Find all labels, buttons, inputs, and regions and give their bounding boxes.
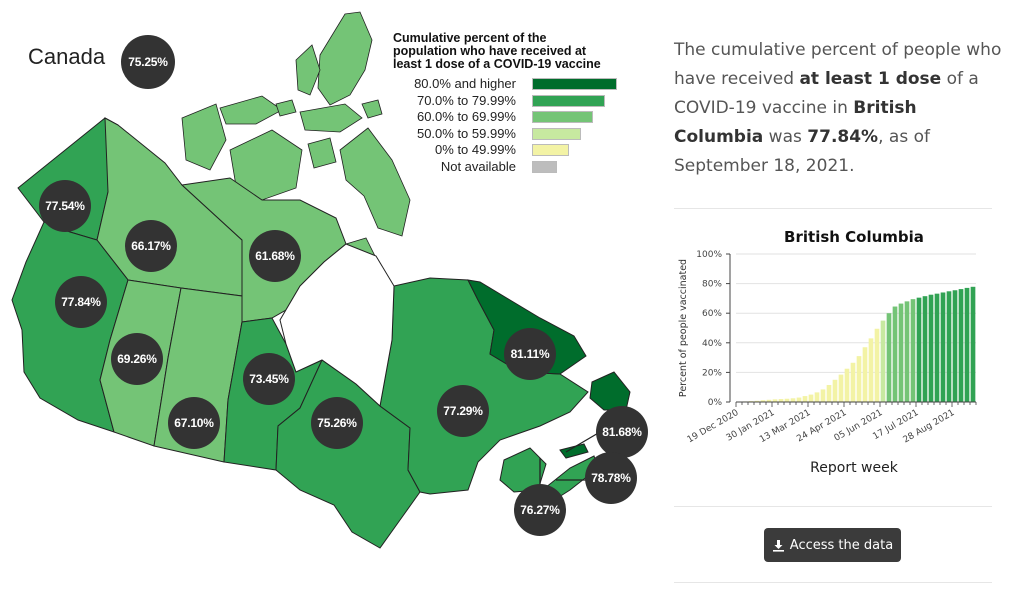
island-melville [219, 95, 283, 125]
bar[interactable] [832, 379, 838, 402]
y-tick-label: 40% [702, 339, 722, 349]
bar[interactable] [790, 398, 796, 402]
bar[interactable] [916, 297, 922, 402]
region-pei [559, 443, 589, 459]
badge-yukon[interactable]: 77.54% [39, 180, 91, 232]
island-small-1 [275, 99, 297, 117]
badge-nunavut[interactable]: 61.68% [249, 230, 301, 282]
island-devon [299, 103, 363, 133]
badge-new-brunswick[interactable]: 76.27% [514, 484, 566, 536]
bar[interactable] [760, 400, 766, 402]
bar[interactable] [796, 397, 802, 402]
bar[interactable] [862, 347, 868, 402]
download-icon [772, 539, 785, 552]
region-newfoundland-island [589, 371, 631, 411]
legend-item: 70.0% to 79.99% [393, 92, 643, 109]
bar[interactable] [868, 338, 874, 402]
legend-swatch [532, 144, 569, 156]
badge-ontario[interactable]: 75.26% [311, 397, 363, 449]
bar[interactable] [886, 313, 892, 402]
map-legend: Cumulative percent of the population who… [393, 32, 643, 174]
y-tick-label: 60% [702, 309, 722, 319]
access-data-label: Access the data [789, 537, 894, 553]
legend-item: 80.0% and higher [393, 75, 643, 92]
access-data-button[interactable]: Access the data [764, 528, 901, 562]
bar[interactable] [892, 306, 898, 402]
island-banks [181, 103, 227, 171]
bar[interactable] [802, 396, 808, 402]
y-tick-label: 80% [702, 280, 722, 290]
bar[interactable] [970, 286, 976, 402]
bar[interactable] [820, 389, 826, 402]
bar[interactable] [934, 293, 940, 402]
bar[interactable] [880, 320, 886, 402]
legend-item: 60.0% to 69.99% [393, 108, 643, 125]
bar[interactable] [844, 368, 850, 402]
bar[interactable] [850, 362, 856, 402]
summary-text: The cumulative percent of people who hav… [674, 40, 1002, 176]
bar[interactable] [898, 303, 904, 402]
y-tick-label: 0% [708, 398, 723, 408]
island-somerset [307, 137, 337, 169]
bar[interactable] [904, 301, 910, 402]
bar[interactable] [958, 289, 964, 402]
bar[interactable] [964, 287, 970, 402]
bar[interactable] [952, 290, 958, 402]
island-small-2 [361, 99, 383, 119]
bar[interactable] [922, 296, 928, 402]
bar[interactable] [940, 292, 946, 402]
divider [674, 506, 992, 507]
badge-newfoundland-labrador[interactable]: 81.11% [504, 328, 556, 380]
region-bc [11, 221, 129, 433]
bar[interactable] [778, 399, 784, 402]
bar[interactable] [874, 328, 880, 402]
legend-swatch [532, 111, 593, 123]
y-tick-label: 20% [702, 368, 722, 378]
badge-alberta[interactable]: 69.26% [111, 333, 163, 385]
legend-item: Not available [393, 158, 643, 175]
badge-quebec[interactable]: 77.29% [437, 385, 489, 437]
bar[interactable] [928, 294, 934, 402]
legend-swatch [532, 127, 581, 140]
bar[interactable] [946, 291, 952, 402]
legend-swatch [532, 160, 557, 173]
bar[interactable] [808, 394, 814, 402]
chart-title: British Columbia [784, 228, 924, 246]
badge-nwt[interactable]: 66.17% [125, 220, 177, 272]
divider [674, 208, 992, 209]
badge-bc[interactable]: 77.84% [55, 276, 107, 328]
bar[interactable] [784, 398, 790, 402]
bar[interactable] [910, 299, 916, 402]
badge-nova-scotia[interactable]: 78.78% [585, 452, 637, 504]
legend-swatch [532, 78, 617, 90]
bar[interactable] [766, 399, 772, 402]
bar[interactable] [826, 384, 832, 402]
legend-swatch [532, 94, 605, 107]
region-newfoundland-labrador [467, 279, 587, 375]
x-axis-label: Report week [810, 460, 899, 476]
badge-manitoba[interactable]: 73.45% [243, 353, 295, 405]
legend-item: 0% to 49.99% [393, 141, 643, 158]
badge-saskatchewan[interactable]: 67.10% [168, 397, 220, 449]
legend-item: 50.0% to 59.99% [393, 125, 643, 142]
bar[interactable] [856, 356, 862, 402]
island-baffin [339, 127, 411, 237]
divider [674, 582, 992, 583]
badge-canada: 75.25% [121, 35, 175, 89]
badge-pei[interactable]: 81.68% [596, 406, 648, 458]
hudson-bay [279, 243, 395, 407]
bar[interactable] [754, 400, 760, 402]
canada-map-panel: Canada 75.25% 77.54% 66.17% 61.68% 77.84… [11, 11, 648, 549]
bar[interactable] [838, 374, 844, 402]
island-ellesmere [317, 11, 373, 106]
legend-title: Cumulative percent of the population who… [393, 31, 601, 71]
bar[interactable] [814, 392, 820, 402]
y-axis-label: Percent of people vaccinated [678, 259, 689, 397]
country-label: Canada [28, 44, 106, 69]
y-tick-label: 100% [696, 250, 722, 260]
bar[interactable] [772, 399, 778, 402]
island-axel [295, 44, 321, 96]
